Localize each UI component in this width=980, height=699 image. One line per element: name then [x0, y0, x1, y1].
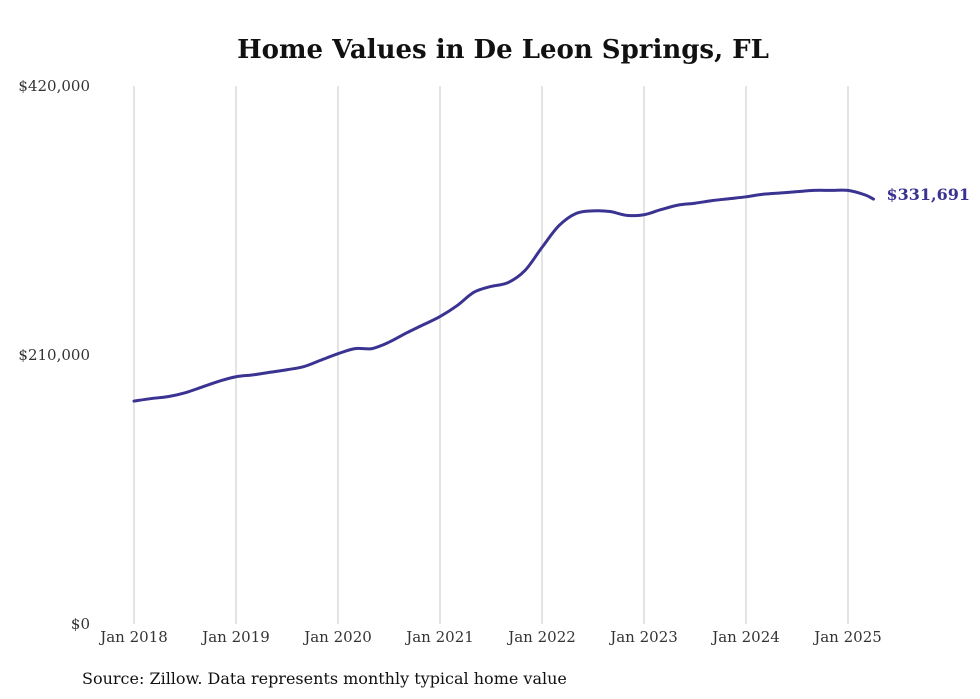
x-tick-label: Jan 2025 [812, 628, 882, 646]
home-value-series-line [132, 188, 875, 403]
x-tick-label: Jan 2019 [200, 628, 270, 646]
x-tick-label: Jan 2024 [710, 628, 780, 646]
y-axis-labels: $0 $210,000 $420,000 [18, 77, 90, 633]
x-tick-label: Jan 2022 [506, 628, 576, 646]
y-tick-label: $0 [71, 615, 90, 633]
series-group [132, 188, 875, 403]
end-label-group: $331,691 [887, 185, 971, 204]
chart-title: Home Values in De Leon Springs, FL [237, 35, 769, 65]
source-note: Source: Zillow. Data represents monthly … [82, 669, 567, 688]
x-tick-label: Jan 2021 [404, 628, 474, 646]
y-tick-label: $210,000 [18, 346, 90, 364]
x-axis-labels: Jan 2018 Jan 2019 Jan 2020 Jan 2021 Jan 2022… [98, 628, 882, 646]
y-tick-label: $420,000 [18, 77, 90, 95]
gridlines [133, 86, 849, 624]
x-tick-label: Jan 2018 [98, 628, 168, 646]
x-tick-label: Jan 2023 [608, 628, 678, 646]
end-value-label: $331,691 [887, 185, 971, 204]
x-tick-label: Jan 2020 [302, 628, 372, 646]
